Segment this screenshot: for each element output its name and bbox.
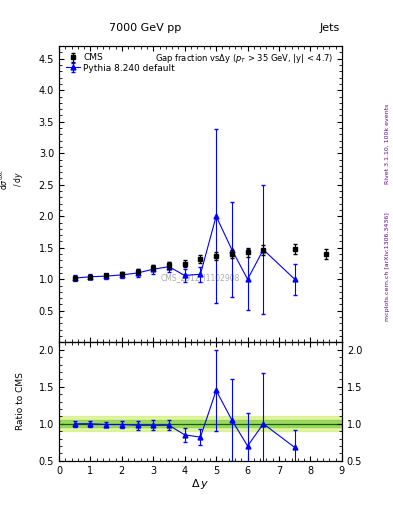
Y-axis label: Ratio to CMS: Ratio to CMS <box>16 373 25 431</box>
Text: mcplots.cern.ch [arXiv:1306.3436]: mcplots.cern.ch [arXiv:1306.3436] <box>385 212 390 321</box>
Text: 7000 GeV pp: 7000 GeV pp <box>109 23 182 33</box>
Text: Rivet 3.1.10, 100k events: Rivet 3.1.10, 100k events <box>385 103 390 183</box>
Bar <box>59 416 342 431</box>
Text: CMS_2012_I1102908: CMS_2012_I1102908 <box>161 272 240 282</box>
X-axis label: $\Delta \, y$: $\Delta \, y$ <box>191 477 209 491</box>
Text: Gap fraction vs$\Delta$y ($p_T$ > 35 GeV, |y| < 4.7): Gap fraction vs$\Delta$y ($p_T$ > 35 GeV… <box>155 52 333 65</box>
Bar <box>59 420 342 428</box>
Y-axis label: $\mathrm{d}\sigma^\mathrm{MN}/\mathrm{d}\sigma^\mathrm{0xc}$
$\mathrm{d}\sigma^\: $\mathrm{d}\sigma^\mathrm{MN}/\mathrm{d}… <box>0 158 25 201</box>
Text: Jets: Jets <box>320 23 340 33</box>
Legend: CMS, Pythia 8.240 default: CMS, Pythia 8.240 default <box>63 51 178 75</box>
